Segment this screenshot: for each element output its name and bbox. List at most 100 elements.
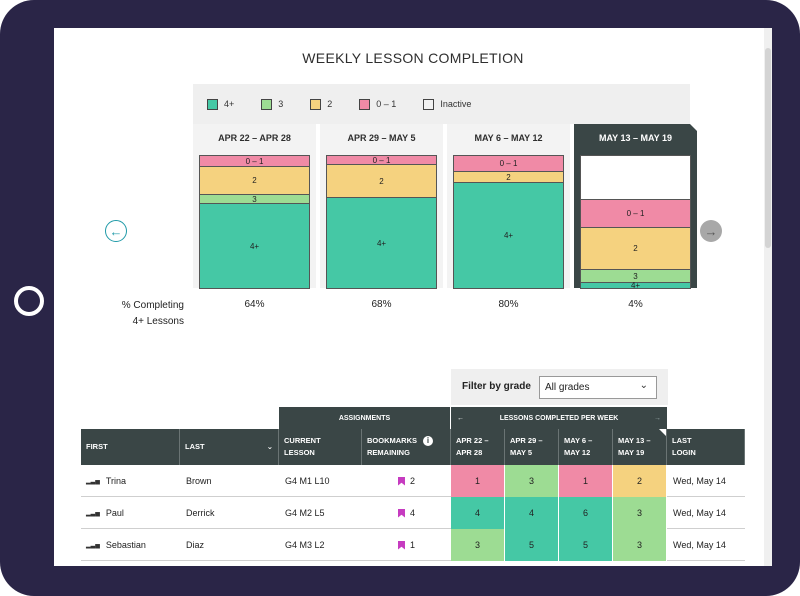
col-header-first[interactable]: FIRST [81,429,180,465]
col-header-text: APR 29 – [510,436,543,445]
chart-title: WEEKLY LESSON COMPLETION [302,50,524,66]
bar-segment: 0 – 1 [200,156,309,167]
legend-label: Inactive [440,99,472,109]
first-name-cell: ▂▃▅ Trina [81,465,180,497]
pct-label-line: % Completing [121,300,184,311]
week-count-cell: 1 [559,465,613,497]
current-lesson-cell: G4 M1 L10 [279,465,362,497]
week-count-cell: 4 [451,497,505,529]
lessons-group-label: LESSONS COMPLETED PER WEEK [499,414,619,422]
table-row[interactable]: ▂▃▅ Paul Derrick G4 M2 L5 4 4 4 6 3 Wed, May 14 [81,497,745,529]
bookmark-icon [397,476,405,486]
last-name-cell-text: Diaz [186,540,205,550]
first-name-cell: ▂▃▅ Sebastian [81,529,180,561]
bar-segment: 3 [581,270,690,283]
pct-value: 80% [498,299,519,310]
col-header-current-lesson: CURRENT LESSON [279,429,362,465]
week-count-cell: 5 [559,529,613,561]
prev-week-button[interactable]: ← [105,220,127,242]
current-lesson-cell-text: G4 M3 L2 [285,540,325,550]
grade-select[interactable]: All grades ⌄ [539,376,657,399]
report-chart-icon[interactable]: ▂▃▅ [86,542,100,549]
week-column[interactable]: APR 29 – MAY 5 0 – 1 2 4+ [320,124,443,289]
active-week-marker [659,429,666,436]
bar-segment: 0 – 1 [454,156,563,172]
first-name[interactable]: Sebastian [105,540,146,550]
col-header-text: LAST [672,436,692,445]
col-header-week1: APR 22 – APR 28 [451,429,505,465]
last-login-cell-text: Wed, May 14 [673,508,726,518]
arrow-left-icon[interactable]: ← [457,414,464,422]
week-column[interactable]: MAY 6 – MAY 12 0 – 1 2 4+ [447,124,570,289]
legend-swatch [423,98,435,110]
lessons-group-header: ← LESSONS COMPLETED PER WEEK → [451,407,667,429]
week-count-cell: 4 [505,497,559,529]
week-count-cell: 3 [505,465,559,497]
current-lesson-cell: G4 M3 L2 [279,529,362,561]
week-column[interactable]: APR 22 – APR 28 0 – 1 2 3 4+ [193,124,316,289]
col-header-text: CURRENT [284,436,321,445]
scrollbar[interactable] [764,28,772,566]
col-header-last[interactable]: LAST ⌄ [180,429,279,465]
bar-segment: 0 – 1 [327,156,436,165]
current-lesson-cell-text: G4 M2 L5 [285,508,325,518]
first-name[interactable]: Trina [105,476,127,486]
report-chart-icon[interactable]: ▂▃▅ [86,510,100,517]
arrow-right-icon[interactable]: → [654,414,661,422]
week-count-cell-text: 3 [528,476,534,486]
pct-value: 68% [371,299,392,310]
first-name[interactable]: Paul [105,508,124,518]
col-header-bookmarks: BOOKMARKS i REMAINING [362,429,451,465]
week-count-cell-text: 4 [528,508,534,518]
legend-label: 3 [278,99,284,109]
week-count-cell-text: 1 [474,476,480,486]
last-name-cell: Brown [180,465,279,497]
scrollbar-thumb[interactable] [765,48,771,248]
legend-item: 4+ [207,98,235,110]
week-count-cell: 3 [613,529,667,561]
bar-segment: 4+ [454,183,563,288]
col-header-text: APR 22 – [456,436,489,445]
table-row[interactable]: ▂▃▅ Trina Brown G4 M1 L10 2 1 3 1 2 Wed, May 14 [81,465,745,497]
last-login-cell: Wed, May 14 [667,529,745,561]
col-header-text: LOGIN [672,448,696,457]
active-week-marker [690,124,697,131]
col-header-text: MAY 6 – [564,436,593,445]
next-week-button[interactable]: → [700,220,722,242]
bookmark-icon [397,508,405,518]
col-header-week3: MAY 6 – MAY 12 [559,429,613,465]
legend-label: 2 [327,99,333,109]
bookmarks-cell: 1 [362,529,451,561]
bookmarks-cell: 4 [362,497,451,529]
legend-swatch [261,98,273,110]
week-count-cell-text: 3 [474,540,480,550]
week-count-cell: 5 [505,529,559,561]
week-column[interactable]: MAY 13 – MAY 19 0 – 1 2 3 4+ [574,124,697,290]
bar-segment [581,156,690,200]
table-row[interactable]: ▂▃▅ Sebastian Diaz G4 M3 L2 1 3 5 5 3 Wed, May 14 [81,529,745,561]
week-header: APR 22 – APR 28 [218,133,291,143]
col-header-text: MAY 19 [618,448,645,457]
stacked-bar: 0 – 1 2 4+ [453,155,564,289]
last-login-cell-text: Wed, May 14 [673,476,726,486]
legend-label: 4+ [224,99,235,109]
home-button[interactable] [14,286,44,316]
info-icon[interactable]: i [423,436,433,446]
col-header-text: LESSON [284,448,315,457]
week-header: MAY 6 – MAY 12 [474,133,543,143]
week-count-cell-text: 4 [474,508,480,518]
pct-label-line: 4+ Lessons [132,316,184,327]
week-count-cell-text: 1 [582,476,588,486]
week-count-cell-text: 6 [582,508,588,518]
bar-segment: 2 [200,167,309,195]
week-count-cell-text: 5 [582,540,588,550]
legend-item: 2 [310,98,333,110]
col-header-text: MAY 13 – [618,436,651,445]
week-count-cell: 2 [613,465,667,497]
col-header-week2: APR 29 – MAY 5 [505,429,559,465]
week-count-cell: 3 [451,529,505,561]
report-chart-icon[interactable]: ▂▃▅ [86,478,100,485]
bookmark-icon [397,540,405,550]
stacked-bar: 0 – 1 2 4+ [326,155,437,289]
